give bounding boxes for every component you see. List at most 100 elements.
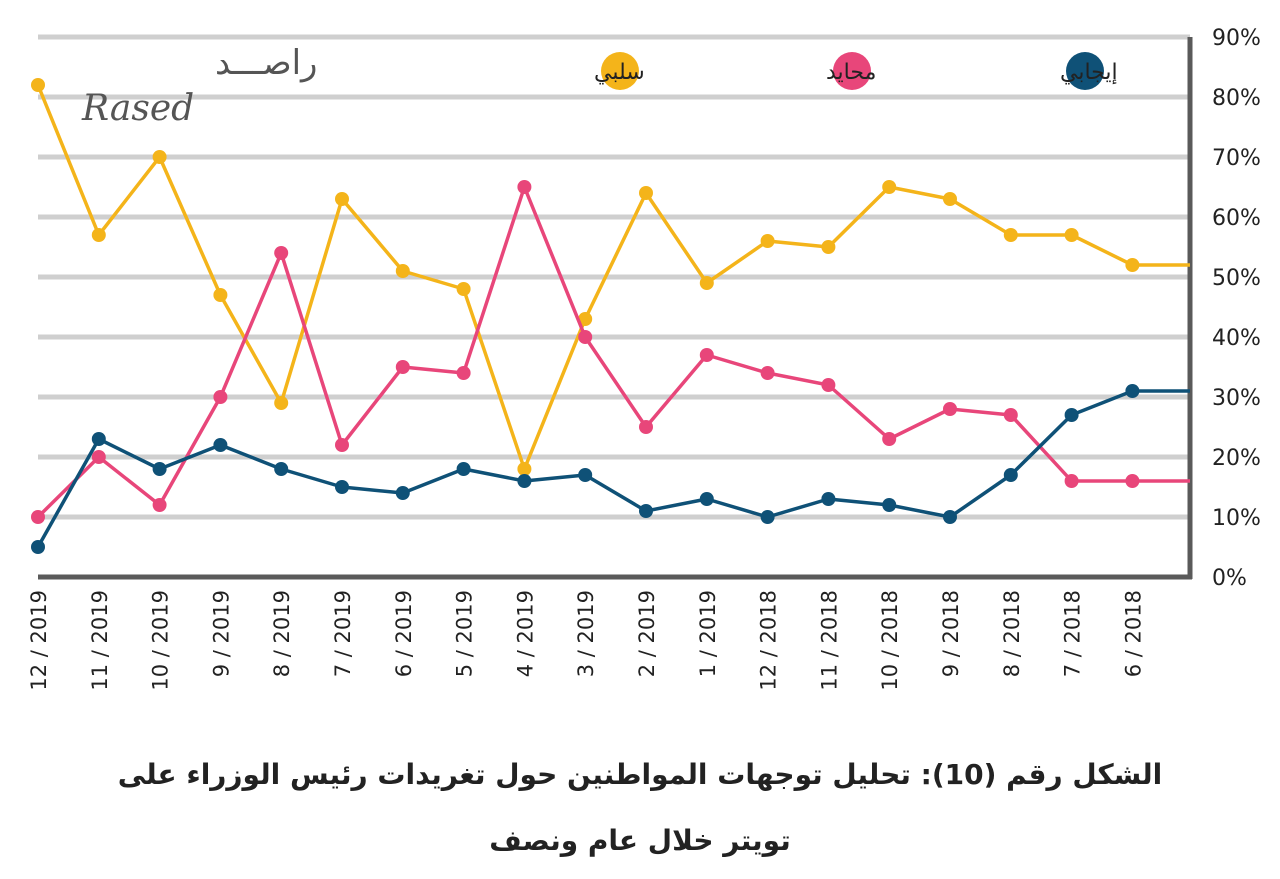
x-tick-label: 8 / 2019 <box>270 590 294 677</box>
caption-line-2: تويتر خلال عام ونصف <box>489 824 791 857</box>
x-tick-label: 5 / 2019 <box>453 590 477 677</box>
data-point <box>395 486 410 500</box>
data-point <box>335 480 349 494</box>
y-tick-label: 80% <box>1212 86 1261 111</box>
logo-arabic: راصـــد <box>215 43 317 83</box>
x-tick-label: 6 / 2019 <box>392 590 416 677</box>
data-point <box>335 192 349 206</box>
data-point <box>578 468 593 482</box>
x-tick-label: 10 / 2019 <box>149 590 173 691</box>
data-point <box>456 366 471 380</box>
data-point <box>152 462 167 476</box>
x-tick-label: 2 / 2019 <box>635 590 659 677</box>
data-point <box>1064 228 1079 242</box>
data-point <box>456 282 471 296</box>
data-point <box>456 462 471 476</box>
data-point <box>274 396 289 410</box>
x-tick-label: 11 / 2019 <box>88 590 112 691</box>
data-point <box>274 246 289 260</box>
data-point <box>760 366 775 380</box>
data-point <box>517 474 532 488</box>
y-tick-label: 40% <box>1212 326 1261 351</box>
x-tick-label: 12 / 2018 <box>757 590 781 691</box>
data-point <box>699 348 714 362</box>
data-point <box>760 234 775 248</box>
y-tick-label: 90% <box>1212 26 1261 51</box>
y-tick-label: 0% <box>1212 566 1247 591</box>
series-group <box>31 384 1190 554</box>
gridlines <box>38 34 1190 520</box>
legend-item: إيجابي <box>1060 52 1118 90</box>
legend: إيجابي محايد سلبي <box>594 52 1118 90</box>
legend-item: محايد <box>826 52 876 90</box>
caption-line-1: الشكل رقم (10): تحليل توجهات المواطنين ح… <box>117 758 1163 791</box>
data-point <box>1003 468 1018 482</box>
data-point <box>882 432 897 446</box>
x-tick-label: 6 / 2018 <box>1121 590 1145 677</box>
legend-marker <box>833 52 871 90</box>
x-tick-label: 4 / 2019 <box>513 590 537 677</box>
data-point <box>943 510 957 524</box>
legend-item: سلبي <box>594 52 645 90</box>
x-tick-labels: 12 / 2019 11 / 2019 10 / 2019 9 / 2019 8 / 2… <box>27 590 1145 691</box>
data-point <box>639 504 653 518</box>
chart: 0%10%20%30%40%50%60%70%80%90% 12 / 2019 1… <box>27 26 1261 691</box>
legend-marker <box>1066 52 1104 90</box>
data-point <box>213 390 228 404</box>
x-tick-label: 7 / 2018 <box>1061 590 1085 677</box>
series-group <box>31 78 1190 476</box>
data-point <box>31 510 45 524</box>
series-line <box>36 185 1190 519</box>
x-tick-label: 1 / 2019 <box>696 590 720 677</box>
logo: راصـــد Rased <box>81 43 317 129</box>
x-tick-label: 9 / 2019 <box>209 590 233 677</box>
data-point <box>639 186 653 200</box>
legend-label: سلبي <box>594 60 645 85</box>
data-point <box>699 276 714 290</box>
data-point <box>882 180 897 194</box>
data-point <box>639 420 653 434</box>
data-point <box>943 192 957 206</box>
series <box>31 78 1190 554</box>
y-tick-label: 10% <box>1212 506 1261 531</box>
x-tick-label: 3 / 2019 <box>574 590 598 677</box>
data-point <box>943 402 957 416</box>
series-line <box>36 389 1190 548</box>
data-point <box>91 228 106 242</box>
data-point <box>699 492 714 506</box>
data-point <box>152 150 167 164</box>
logo-latin: Rased <box>81 88 194 129</box>
y-tick-labels: 0% 10% 20% 30% 40% 50% 60% 70% 80% 90% <box>1212 26 1261 591</box>
data-point <box>395 360 410 374</box>
data-point <box>578 312 593 326</box>
y-tick-label: 70% <box>1212 146 1261 171</box>
data-point <box>1064 474 1079 488</box>
data-point <box>274 462 289 476</box>
data-point <box>91 432 106 446</box>
data-point <box>152 498 167 512</box>
data-point <box>31 540 45 554</box>
data-point <box>213 438 228 452</box>
figure-caption: الشكل رقم (10): تحليل توجهات المواطنين ح… <box>0 742 1280 874</box>
x-tick-label: 10 / 2018 <box>878 590 902 691</box>
data-point <box>517 180 532 194</box>
data-point <box>1003 228 1018 242</box>
data-point <box>760 510 775 524</box>
data-point <box>821 378 836 392</box>
data-point <box>517 462 532 476</box>
legend-label: محايد <box>826 60 876 85</box>
legend-label: إيجابي <box>1060 60 1118 85</box>
series-group <box>31 180 1190 524</box>
x-tick-label: 9 / 2018 <box>939 590 963 677</box>
data-point <box>821 492 836 506</box>
data-point <box>1064 408 1079 422</box>
data-point <box>31 78 45 92</box>
data-point <box>91 450 106 464</box>
x-tick-label: 12 / 2019 <box>27 590 51 691</box>
x-tick-label: 8 / 2018 <box>1000 590 1024 677</box>
y-tick-label: 50% <box>1212 266 1261 291</box>
data-point <box>1125 384 1140 398</box>
data-point <box>882 498 897 512</box>
legend-marker <box>601 52 639 90</box>
data-point <box>821 240 836 254</box>
